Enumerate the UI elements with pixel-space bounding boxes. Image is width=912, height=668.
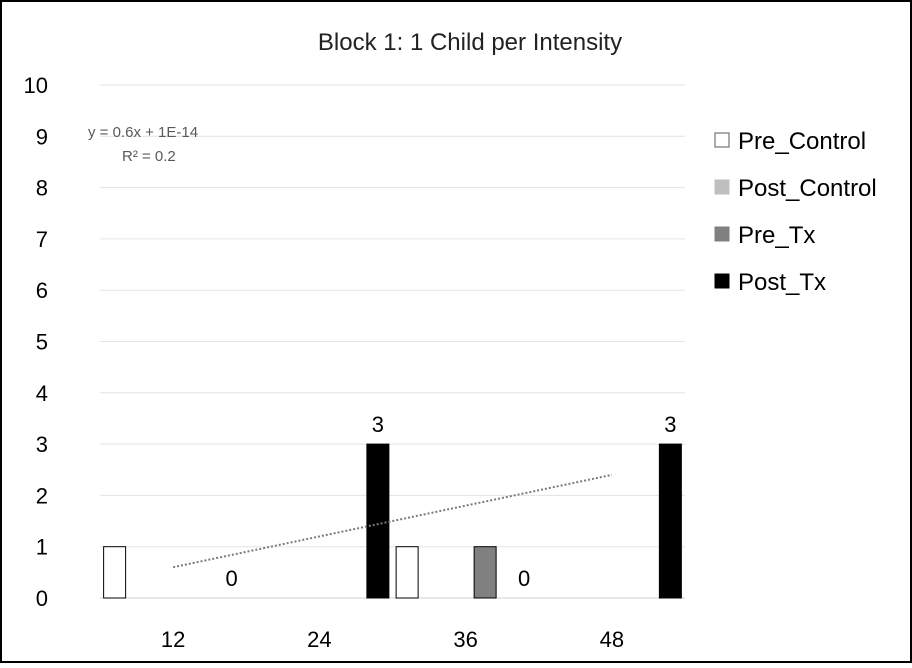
bar <box>366 443 390 599</box>
y-axis-tick-labels: 0 1 2 3 4 5 6 7 8 9 10 <box>24 73 48 611</box>
bar <box>473 546 497 599</box>
x-tick-label: 36 <box>453 627 477 652</box>
y-tick-label: 2 <box>36 483 48 508</box>
legend-swatch <box>714 226 730 242</box>
y-tick-label: 4 <box>36 381 48 406</box>
y-tick-label: 10 <box>24 73 48 98</box>
trendline-equation: y = 0.6x + 1E-14 <box>88 124 198 141</box>
data-label: 3 <box>372 412 384 437</box>
legend: Pre_Control Post_Control Pre_Tx Post_Tx <box>714 128 877 296</box>
y-tick-label: 8 <box>36 176 48 201</box>
legend-label: Post_Tx <box>738 269 826 296</box>
legend-swatch <box>714 273 730 289</box>
trendline-r-squared: R² = 0.2 <box>122 148 176 165</box>
bar <box>103 546 127 599</box>
data-label: 3 <box>664 412 676 437</box>
trendline-group <box>172 473 613 569</box>
x-tick-label: 12 <box>161 627 185 652</box>
y-tick-label: 9 <box>36 124 48 149</box>
x-axis-tick-labels: 12 24 36 48 <box>161 627 624 652</box>
legend-label: Pre_Control <box>738 128 866 155</box>
chart-title: Block 1: 1 Child per Intensity <box>318 29 622 56</box>
data-label: 0 <box>226 566 238 591</box>
y-tick-label: 0 <box>36 586 48 611</box>
x-tick-label: 24 <box>307 627 331 652</box>
y-tick-label: 6 <box>36 278 48 303</box>
x-tick-label: 48 <box>600 627 624 652</box>
y-tick-label: 1 <box>36 535 48 560</box>
trendline <box>172 473 613 569</box>
legend-label: Post_Control <box>738 175 877 202</box>
y-tick-label: 3 <box>36 432 48 457</box>
data-labels: 0 3 0 3 <box>226 412 677 591</box>
legend-swatch <box>714 179 730 195</box>
bar <box>658 443 682 599</box>
y-tick-label: 5 <box>36 330 48 355</box>
gridlines <box>100 84 685 599</box>
legend-label: Pre_Tx <box>738 222 815 249</box>
legend-swatch <box>714 132 730 148</box>
bars <box>103 443 682 599</box>
data-label: 0 <box>518 566 530 591</box>
y-tick-label: 7 <box>36 227 48 252</box>
bar <box>395 546 419 599</box>
